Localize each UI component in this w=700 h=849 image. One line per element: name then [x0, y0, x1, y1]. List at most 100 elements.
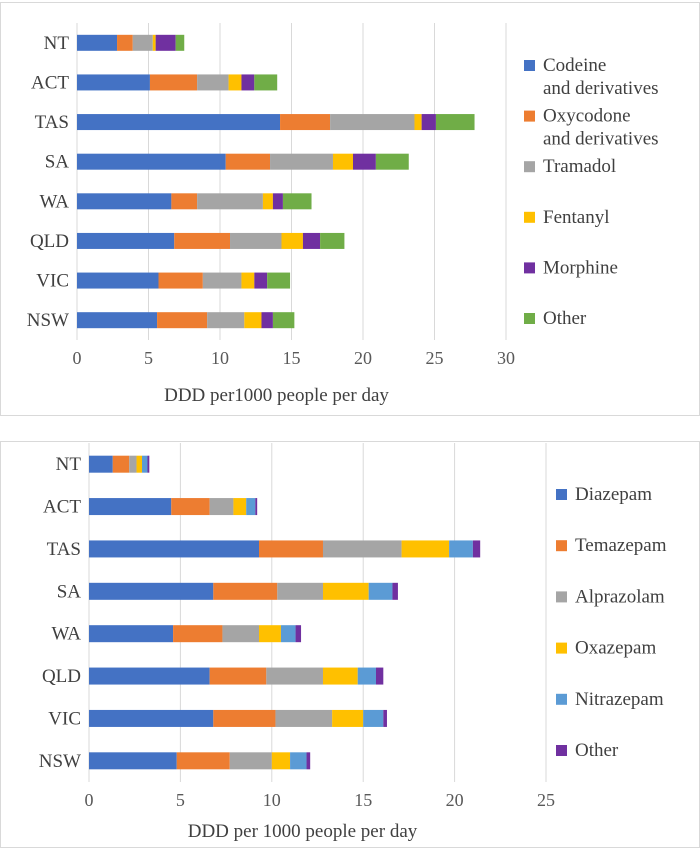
bar-segment: [241, 272, 255, 289]
legend-label-line: Other: [575, 740, 619, 761]
category-label: NT: [56, 454, 82, 475]
legend-label: Other: [543, 308, 587, 329]
category-label: NSW: [27, 310, 69, 331]
x-tick-label: 10: [263, 790, 281, 810]
x-tick-label: 15: [354, 790, 372, 810]
legend-label-line: Oxycodone: [543, 106, 631, 127]
bar-segment: [129, 455, 137, 473]
bar-segment: [357, 667, 376, 685]
bar-segment: [158, 272, 203, 289]
legend-label: Oxycodone and derivatives: [543, 106, 659, 150]
bar-segment: [197, 193, 263, 210]
bar-segment: [414, 114, 422, 131]
legend-swatch: [524, 313, 535, 324]
bar-segment: [89, 752, 177, 770]
bar-segment: [222, 625, 260, 643]
bar-segment: [277, 582, 323, 600]
bar-segment: [281, 232, 303, 249]
bar-segment: [271, 752, 291, 770]
bar-segment: [332, 153, 353, 170]
bar-segment: [176, 752, 230, 770]
bar-segment: [255, 498, 258, 516]
legend-swatch: [524, 110, 535, 122]
x-axis-title: DDD per 1000 people per day: [188, 821, 418, 842]
bar-segment: [213, 582, 278, 600]
legend-label-line: Codeine: [543, 55, 606, 76]
bar-segment: [89, 709, 214, 727]
legend-label: Codeine and derivatives: [543, 55, 659, 99]
bar-segment: [261, 312, 273, 329]
bar-segment: [207, 312, 245, 329]
bar-segment: [174, 232, 231, 249]
bar-segment: [375, 667, 384, 685]
bar-segment: [171, 193, 198, 210]
bar-segment: [77, 114, 281, 131]
bar-segment: [449, 540, 473, 558]
bar-segment: [209, 667, 267, 685]
legend-swatch: [556, 693, 567, 705]
bar-segment: [173, 625, 223, 643]
bar-segment: [392, 582, 398, 600]
bar-segment: [363, 709, 384, 727]
legend-swatch: [556, 745, 567, 756]
category-label: TAS: [47, 539, 81, 560]
bar-segment: [435, 114, 475, 131]
bar-segment: [229, 752, 272, 770]
legend-label-line: Temazepam: [575, 535, 667, 556]
bar-segment: [270, 153, 333, 170]
legend-label-line: Fentanyl: [543, 207, 610, 228]
bar-segment: [295, 625, 302, 643]
benzodiazepine-chart-panel: 0 5 10 15 20 25 NT ACT TAS SA WA QLD VIC NSW DDD per 1…: [0, 441, 700, 848]
bar-segment: [244, 312, 262, 329]
x-tick-label: 25: [426, 348, 444, 368]
bar-segment: [225, 153, 271, 170]
opioid-chart-panel: 0 5 10 15 20 25 30 NT ACT TAS SA WA QLD VIC NSW DDD per…: [0, 2, 700, 416]
legend-swatch: [556, 591, 567, 603]
bar-segment: [272, 312, 295, 329]
bar-segment: [368, 582, 393, 600]
legend-swatch: [524, 60, 535, 71]
bar-segment: [77, 312, 158, 329]
legend-label-line: Nitrazepam: [575, 689, 664, 710]
bar-segment: [77, 74, 150, 91]
bar-segment: [175, 34, 185, 51]
x-tick-label: 10: [211, 348, 229, 368]
legend-label-line: Morphine: [543, 257, 618, 278]
bar-segment: [320, 232, 345, 249]
bar-segment: [157, 312, 208, 329]
bar-segment: [272, 193, 283, 210]
legend-label-line: Tramadol: [543, 156, 616, 177]
x-tick-label: 20: [354, 348, 372, 368]
legend-label: Oxazepam: [575, 638, 656, 659]
bar-segment: [267, 272, 291, 289]
category-label: SA: [45, 152, 70, 173]
legend-label-line: Alprazolam: [575, 586, 665, 607]
bar-segment: [322, 667, 358, 685]
bar-segment: [280, 625, 296, 643]
category-label: TAS: [35, 112, 69, 133]
x-tick-label: 15: [283, 348, 301, 368]
bar-segment: [259, 625, 281, 643]
legend-label: Tramadol: [543, 156, 616, 177]
legend-label-line: Other: [543, 308, 587, 329]
bar-segment: [241, 74, 255, 91]
bar-segment: [117, 34, 133, 51]
bar-segment: [112, 455, 130, 473]
opioid-stacked-bar-chart: 0 5 10 15 20 25 30 NT ACT TAS SA WA QLD VIC NSW DDD per…: [27, 23, 659, 406]
category-label: VIC: [36, 271, 69, 292]
category-label: WA: [39, 191, 69, 212]
bar-segment: [332, 709, 364, 727]
x-tick-label: 20: [446, 790, 464, 810]
bar-segment: [209, 498, 234, 516]
legend-label-line: Diazepam: [575, 484, 652, 505]
bar-segment: [375, 153, 409, 170]
x-axis-title: DDD per1000 people per day: [164, 385, 389, 406]
x-tick-label: 0: [73, 348, 82, 368]
category-label: ACT: [43, 497, 81, 518]
category-label: QLD: [30, 231, 69, 252]
bar-segment: [132, 34, 153, 51]
legend-swatch: [524, 262, 535, 274]
category-label: SA: [57, 581, 82, 602]
bar-segment: [280, 114, 331, 131]
legend-label: Alprazolam: [575, 586, 665, 607]
